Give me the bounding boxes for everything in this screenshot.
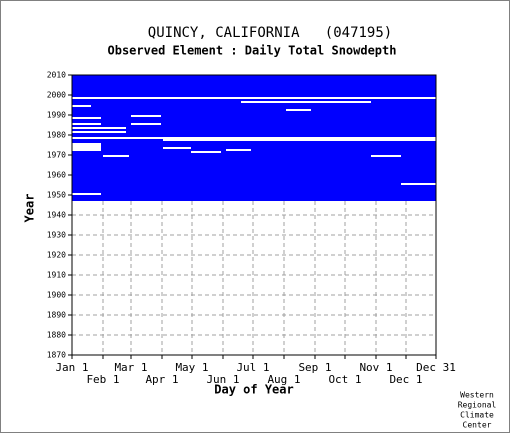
credit-line: Western [460, 391, 494, 400]
y-tick-label: 1890 [47, 311, 66, 320]
x-tick-label: Apr 1 [145, 373, 178, 386]
gap [72, 137, 436, 139]
gap [72, 117, 101, 119]
y-tick-label: 2000 [47, 91, 66, 100]
y-tick-label: 1990 [47, 111, 66, 120]
x-axis-label: Day of Year [214, 383, 293, 397]
gap [72, 143, 101, 145]
gap [163, 147, 191, 149]
gap [72, 149, 101, 151]
credit-line: Climate [460, 411, 494, 420]
gap [72, 131, 126, 133]
y-tick-label: 1910 [47, 271, 66, 280]
x-tick-label: Jun 1 [206, 373, 239, 386]
gap [72, 105, 91, 107]
gap [103, 155, 129, 157]
y-tick-label: 1970 [47, 151, 66, 160]
x-tick-label: Jul 1 [236, 361, 269, 374]
x-tick-label: Sep 1 [298, 361, 331, 374]
y-tick-label: 1950 [47, 191, 66, 200]
gap [401, 183, 436, 185]
y-tick-label: 1980 [47, 131, 66, 140]
gap [131, 123, 161, 125]
gap [286, 109, 311, 111]
gap [72, 127, 126, 129]
x-tick-label: Nov 1 [359, 361, 392, 374]
y-tick-label: 1920 [47, 251, 66, 260]
y-tick-label: 1930 [47, 231, 66, 240]
x-tick-label: May 1 [175, 361, 208, 374]
y-tick-label: 2010 [47, 71, 66, 80]
credit-line: Center [463, 421, 492, 430]
chart-subtitle: Observed Element : Daily Total Snowdepth [108, 44, 397, 58]
gap [72, 123, 101, 125]
y-axis-label: Year [23, 194, 37, 223]
gap [163, 139, 436, 141]
gap [72, 145, 101, 147]
x-tick-label: Aug 1 [267, 373, 300, 386]
gap [72, 97, 436, 99]
y-tick-label: 1880 [47, 331, 66, 340]
y-tick-label: 1960 [47, 171, 66, 180]
gap [226, 149, 251, 151]
gap [72, 147, 101, 149]
x-tick-label: Dec 31 [416, 361, 456, 374]
x-tick-label: Dec 1 [389, 373, 422, 386]
x-tick-label: Feb 1 [86, 373, 119, 386]
y-tick-label: 1940 [47, 211, 66, 220]
credit-line: Regional [458, 401, 497, 410]
x-tick-label: Jan 1 [55, 361, 88, 374]
y-tick-label: 1870 [47, 351, 66, 360]
gap [371, 155, 401, 157]
chart-title: QUINCY, CALIFORNIA (047195) [148, 25, 392, 41]
gap [241, 101, 371, 103]
x-tick-label: Oct 1 [328, 373, 361, 386]
gap [191, 151, 221, 153]
x-tick-label: Mar 1 [114, 361, 147, 374]
plot-border [71, 74, 437, 356]
gap [131, 115, 161, 117]
y-tick-label: 1900 [47, 291, 66, 300]
gap [72, 193, 101, 195]
